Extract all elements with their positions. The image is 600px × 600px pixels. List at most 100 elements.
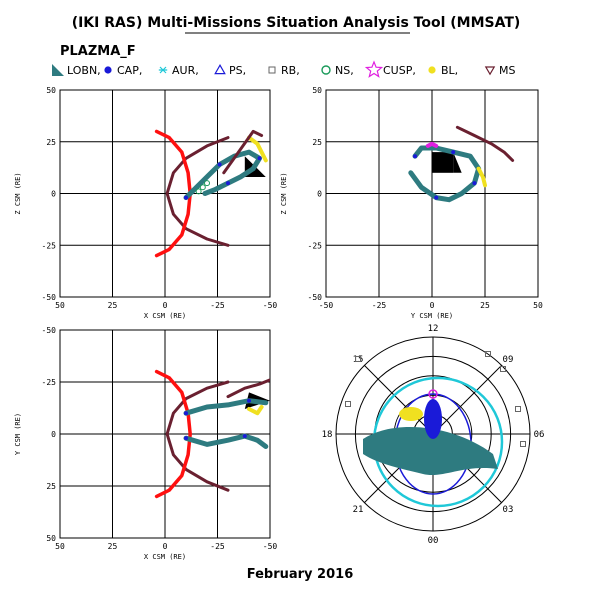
track-bl [247,135,268,163]
y-tick-label: 0 [51,430,56,439]
y-tick-label: -50 [42,326,57,335]
y-tick-label: 25 [46,482,56,491]
polar-label: 21 [353,505,364,515]
track-ms [226,378,270,399]
square-icon [268,66,276,74]
triangle-down-icon [484,66,496,76]
magnetopause-curve [165,136,230,247]
y-axis-label: Z CSM (RE) [280,172,288,214]
y-axis-label: Y CSM (RE) [14,413,22,455]
legend: LOBN, CAP, AUR, PS, RB, NS, CUSP, BL, MS [52,60,515,78]
legend-item-rb: RB, [268,64,300,77]
x-tick-label: -25 [372,301,387,310]
x-tick-label: 50 [533,301,543,310]
y-tick-label: -50 [42,293,57,302]
lobn-region [363,427,498,476]
track-lobn [183,433,269,449]
polar-spoke [432,365,502,435]
rb-point [345,401,351,407]
legend-label: MS [499,64,515,77]
y-tick-label: 25 [46,138,56,147]
instrument-label: PLAZMA_F [60,44,136,59]
earth-shadow [453,152,462,173]
track-bl [247,405,264,416]
y-tick-label: -25 [308,241,323,250]
legend-item-cusp: CUSP, [364,60,416,78]
x-axis-label: X CSM (RE) [144,553,186,561]
y-tick-label: -25 [42,378,57,387]
polar-spoke [364,365,434,435]
x-tick-label: 50 [55,301,65,310]
asterisk-icon [158,66,168,74]
panel-xy: 50 25 0 -25 -50 -50 -25 0 25 50 X CSM (RE) Y CSM (R… [14,326,277,561]
legend-label: BL, [441,64,458,77]
magnetopause-curve [165,380,230,492]
cap-point [434,195,439,200]
y-tick-label: 50 [46,534,56,543]
polar-label: 15 [353,355,364,365]
x-tick-label: 25 [108,542,118,551]
cap-point [257,156,262,161]
legend-item-bl: BL, [428,64,458,77]
cap-point [184,436,188,441]
x-tick-label: -50 [263,301,278,310]
polar-label: 09 [503,355,514,365]
ns-point [195,188,202,195]
legend-label: CAP, [117,64,142,77]
track-lobn [183,149,262,201]
legend-item-cap: CAP, [104,64,142,77]
legend-label: AUR, [172,64,199,77]
legend-label: NS, [335,64,354,77]
cap-point [247,398,251,403]
circle-icon [321,65,331,75]
cap-point [451,150,456,155]
legend-label: LOBN, [67,64,101,77]
panel-yz: -50 -25 0 25 50 50 25 0 -25 -50 Y CSM (RE) Z CSM (R… [280,86,543,320]
legend-item-aur: AUR, [158,64,199,77]
y-tick-label: -25 [42,241,57,250]
cap-point [242,434,247,439]
polar-label: 12 [428,324,439,334]
legend-item-ns: NS, [321,64,354,77]
x-tick-label: -50 [319,301,334,310]
ns-point [204,180,210,187]
y-tick-label: 50 [312,86,322,95]
x-tick-label: 25 [480,301,490,310]
legend-label: PS, [229,64,246,77]
legend-item-ms: MS [484,64,515,77]
panel-polar: 12 15 18 21 00 03 06 09 [322,324,545,546]
polar-label: 00 [428,536,439,546]
x-axis-label: Y CSM (RE) [411,312,453,320]
rb-point [355,356,361,362]
cap-region [424,399,442,439]
x-axis-label: X CSM (RE) [144,312,186,320]
track-lobn [408,145,482,203]
x-tick-label: 0 [430,301,435,310]
cap-point [217,162,222,167]
track-ms [222,129,264,175]
y-tick-label: 25 [312,138,322,147]
ns-point [199,184,206,191]
polar-label: 18 [322,430,333,440]
cap-point [413,154,418,159]
legend-label: CUSP, [383,64,416,77]
earth-shadow [432,152,454,173]
track-ms [455,125,515,162]
rb-point [500,366,506,372]
y-tick-label: 50 [46,86,56,95]
y-tick-label: 0 [51,190,56,199]
triangle-icon [52,64,64,76]
star-icon [364,60,384,78]
polar-label: 06 [534,430,545,440]
bowshock-curve [154,369,192,499]
cap-point [184,411,188,416]
cap-point [184,195,188,200]
y-axis-label: Z CSM (RE) [14,172,22,214]
cusp-point [428,389,438,399]
cap-point [226,181,230,186]
rb-point [520,441,526,447]
y-tick-label: 0 [317,190,322,199]
rb-point [485,351,491,357]
